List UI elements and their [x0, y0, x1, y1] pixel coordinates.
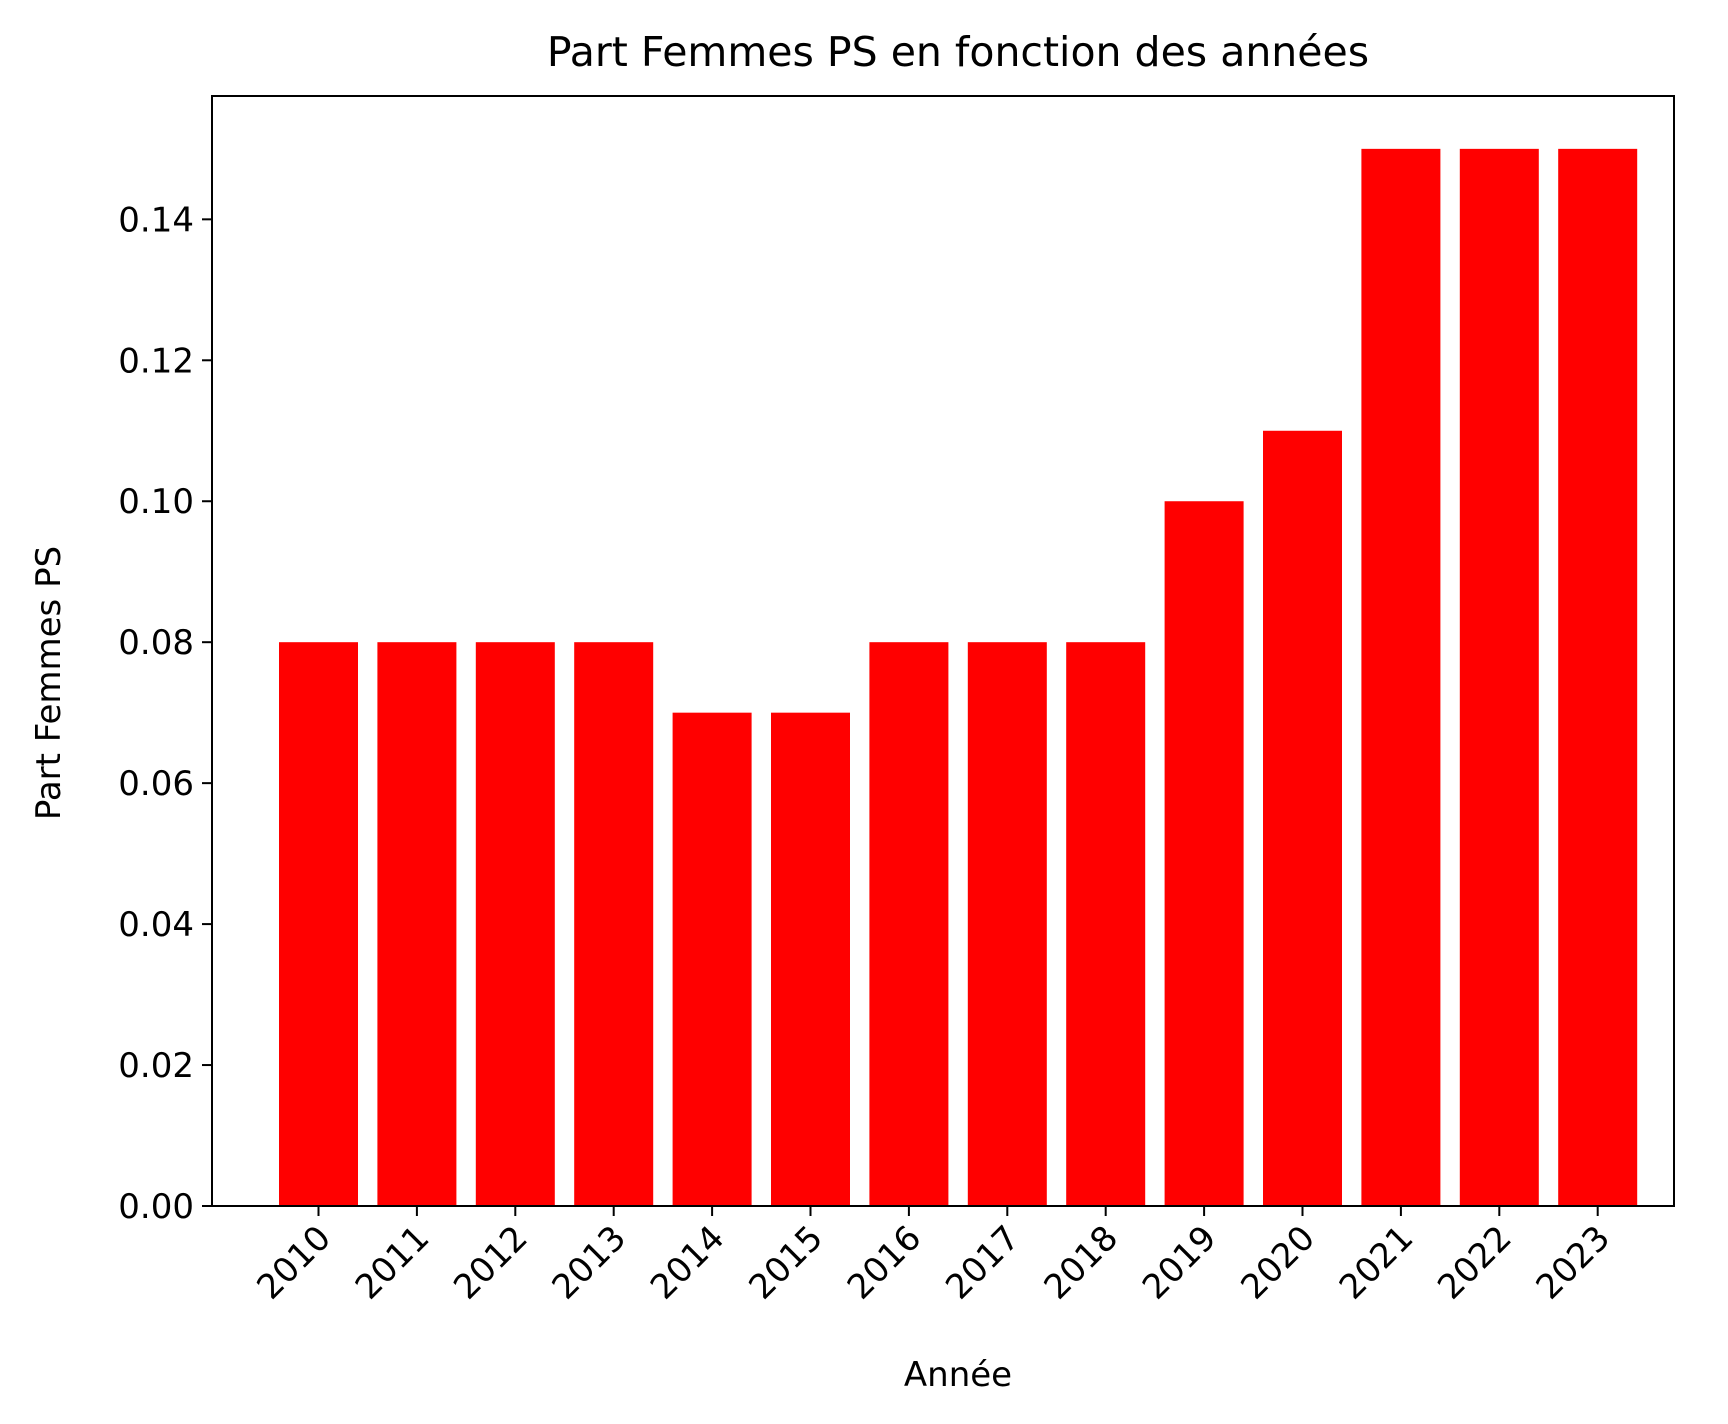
bar-2021: [1361, 148, 1441, 1206]
x-tick-label: 2017: [938, 1218, 1027, 1307]
y-axis-ticks: 0.00 0.02 0.04 0.06 0.08 0.10 0.12 0.14: [118, 200, 212, 1227]
chart-title: Part Femmes PS en fonction des années: [547, 28, 1369, 76]
y-tick-label: 0.12: [118, 341, 194, 381]
bar-2016: [869, 642, 949, 1206]
y-tick-label: 0.04: [118, 905, 194, 945]
y-tick-label: 0.00: [118, 1187, 194, 1227]
plot-frame: [211, 95, 1675, 1207]
x-tick-label: 2018: [1037, 1218, 1126, 1307]
x-tick-label: 2013: [545, 1218, 634, 1307]
x-tick-label: 2020: [1233, 1218, 1322, 1307]
x-axis-ticks: 2010 2011 2012 2013 2014 2015 2016 2017 2018 2019…: [249, 1206, 1618, 1308]
x-tick-label: 2011: [348, 1218, 437, 1307]
x-tick-label: 2016: [840, 1218, 929, 1307]
bar-2020: [1263, 430, 1342, 1206]
x-tick-label: 2015: [741, 1218, 830, 1307]
bar-2011: [377, 642, 457, 1206]
bar-2019: [1164, 501, 1244, 1206]
bar-2018: [1066, 642, 1146, 1206]
bar-2010: [279, 642, 358, 1206]
y-tick-label: 0.02: [118, 1046, 194, 1086]
bars-group: [279, 148, 1638, 1206]
x-tick-label: 2012: [446, 1218, 535, 1307]
bar-2013: [574, 642, 654, 1206]
y-tick-label: 0.06: [118, 764, 194, 804]
y-tick-label: 0.14: [118, 200, 194, 240]
bar-2015: [771, 712, 850, 1206]
x-tick-label: 2010: [249, 1218, 338, 1307]
x-tick-label: 2014: [643, 1218, 732, 1307]
y-tick-label: 0.10: [118, 482, 194, 522]
bar-2022: [1459, 148, 1539, 1206]
bar-2017: [967, 642, 1047, 1206]
x-tick-label: 2022: [1430, 1218, 1519, 1307]
bar-2014: [672, 712, 752, 1206]
y-axis-title: Part Femmes PS: [29, 546, 69, 820]
bar-2012: [475, 642, 555, 1206]
y-tick-label: 0.08: [118, 623, 194, 663]
x-axis-title: Année: [904, 1355, 1012, 1395]
bar-2023: [1558, 148, 1638, 1206]
x-tick-label: 2021: [1332, 1218, 1421, 1307]
x-tick-label: 2019: [1135, 1218, 1224, 1307]
x-tick-label: 2023: [1529, 1218, 1618, 1307]
